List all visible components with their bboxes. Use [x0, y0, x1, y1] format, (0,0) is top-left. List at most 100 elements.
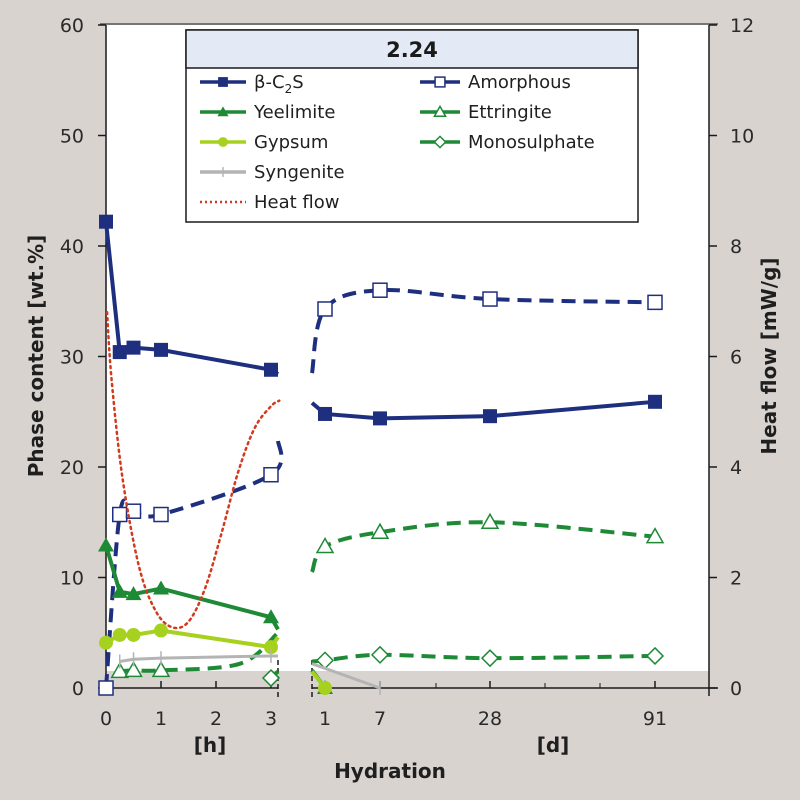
x-tick-label-days: 28	[478, 708, 502, 730]
legend-item--c2s: β-C2S	[200, 72, 304, 96]
legend-label: Gypsum	[254, 132, 328, 153]
-c2s-point	[154, 342, 168, 357]
x-tick-label-hours: 1	[155, 708, 167, 730]
-c2s-point	[264, 362, 278, 377]
gypsum-point	[126, 627, 141, 642]
legend-label: Yeelimite	[253, 102, 335, 123]
y-tick-label: 20	[60, 457, 84, 479]
amorphous-point	[434, 76, 446, 88]
amorphous-point	[263, 466, 279, 483]
amorphous-point	[317, 301, 333, 317]
-c2s-point	[318, 406, 332, 421]
gypsum-point	[99, 635, 113, 650]
monosulphate-series	[261, 645, 665, 688]
-c2s-point	[483, 409, 497, 424]
axis-break-gap	[279, 685, 311, 705]
-c2s-point	[99, 214, 113, 229]
y-tick-label: 40	[60, 236, 84, 258]
legend-label: Syngenite	[254, 162, 345, 183]
-c2s-point	[112, 345, 127, 360]
x-tick-label-days: 1	[319, 708, 331, 730]
amorphous-line-days	[310, 287, 656, 374]
y-axis-title: Phase content [wt.%]	[24, 235, 48, 478]
-c2s-point	[373, 411, 387, 426]
yeelimite-point	[111, 583, 128, 598]
ettringite-point	[433, 104, 447, 117]
syngenite-line-days	[311, 662, 381, 690]
y2-tick-label: 8	[730, 236, 742, 258]
y-tick-label: 50	[60, 126, 84, 148]
-c2s-series	[99, 214, 662, 426]
y-tick-label: 10	[60, 568, 84, 590]
amorphous-point	[125, 503, 142, 519]
ettringite-point	[151, 660, 171, 678]
yeelimite-point	[153, 580, 169, 595]
monosulphate-point	[433, 135, 447, 149]
legend-item-monosulphate: Monosulphate	[420, 132, 595, 153]
monosulphate-point	[370, 645, 390, 664]
legend-label: Ettringite	[468, 102, 552, 123]
legend-title-band	[185, 29, 639, 69]
legend: 2.24 β-C2S Yeelimite Gypsum Syngenite Heat f…	[185, 29, 639, 223]
legend-label: β-C2S	[254, 72, 304, 96]
y2-tick-label: 12	[730, 15, 754, 37]
x-tick-label-days: 7	[374, 708, 386, 730]
legend-item-ettringite: Ettringite	[420, 102, 552, 123]
ettringite-point	[124, 660, 143, 678]
amorphous-point	[153, 506, 169, 523]
ettringite-point	[480, 512, 500, 529]
y-tick-label: 30	[60, 347, 84, 369]
monosulphate-point	[261, 668, 281, 688]
gypsum-series	[99, 623, 332, 695]
legend-item-yeelimite: Yeelimite	[200, 102, 335, 123]
yeelimite-point	[125, 586, 142, 601]
x-tick-label-days: 91	[643, 708, 667, 730]
y-tick-label: 0	[72, 678, 84, 700]
yeelimite-point	[263, 609, 279, 624]
legend-title: 2.24	[386, 38, 438, 62]
x-axis-title: Hydration	[334, 759, 446, 783]
gypsum-point	[112, 627, 127, 642]
y-tick-label: 60	[60, 15, 84, 37]
legend-item-gypsum: Gypsum	[200, 132, 328, 153]
gypsum-point	[318, 681, 332, 695]
yeelimite-point	[98, 537, 114, 552]
x-unit-label-days: [d]	[537, 733, 570, 757]
ettringite-point	[370, 522, 390, 539]
legend-item-syngenite: Syngenite	[200, 162, 345, 183]
x-tick-label-hours: 0	[100, 708, 112, 730]
ettringite-point	[110, 661, 130, 679]
amorphous-point	[482, 291, 498, 307]
legend-item-amorphous: Amorphous	[420, 72, 571, 93]
series-layer	[98, 214, 665, 696]
y2-tick-label: 2	[730, 568, 742, 590]
amorphous-point	[112, 506, 128, 523]
ettringite-point	[315, 537, 335, 554]
y2-tick-label: 0	[730, 678, 742, 700]
-c2s-point	[218, 77, 228, 87]
monosulphate-point	[645, 646, 665, 666]
gypsum-point	[218, 137, 228, 147]
amorphous-point	[647, 294, 663, 311]
amorphous-point	[372, 282, 388, 298]
-c2s-point	[126, 340, 141, 355]
monosulphate-point	[480, 649, 500, 668]
y2-tick-label: 4	[730, 457, 742, 479]
heat-flow-series	[105, 311, 281, 630]
yeelimite-point	[217, 106, 229, 117]
amorphous-point	[98, 680, 114, 696]
heat-flow-line-hours	[105, 311, 281, 630]
y2-axis-title: Heat flow [mW/g]	[757, 257, 781, 454]
legend-label: Heat flow	[254, 192, 340, 213]
gypsum-point	[264, 640, 278, 655]
y2-tick-label: 6	[730, 347, 742, 369]
legend-label: Monosulphate	[468, 132, 595, 153]
ettringite-point	[645, 527, 665, 544]
y2-tick-label: 10	[730, 126, 754, 148]
x-tick-label-hours: 2	[210, 708, 222, 730]
-c2s-point	[648, 394, 662, 409]
syngenite-series	[119, 648, 381, 695]
x-tick-label-hours: 3	[265, 708, 277, 730]
